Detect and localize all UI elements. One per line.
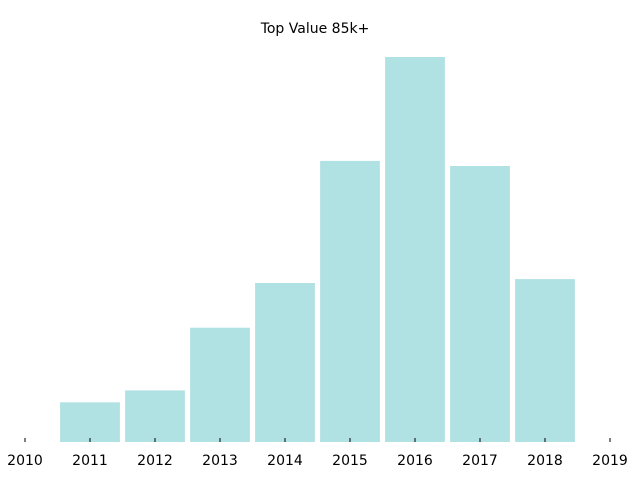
bars-group xyxy=(60,57,575,442)
x-tick-label-2019: 2019 xyxy=(592,453,628,469)
bar-2018 xyxy=(515,279,575,442)
x-tick-label-2017: 2017 xyxy=(462,453,498,469)
x-tick-label-2014: 2014 xyxy=(267,453,303,469)
chart-title: Top Value 85k+ xyxy=(260,21,370,37)
x-axis: 2010 2011 2012 2013 2014 2015 2016 2017 2018 2019 xyxy=(7,438,628,469)
x-tick-label-2015: 2015 xyxy=(332,453,368,469)
bar-2015 xyxy=(320,160,380,442)
bar-2016 xyxy=(385,57,445,442)
x-tick-label-2012: 2012 xyxy=(137,453,173,469)
bar-2017 xyxy=(450,166,510,442)
x-tick-label-2018: 2018 xyxy=(527,453,563,469)
x-tick-label-2016: 2016 xyxy=(397,453,433,469)
bar-2012 xyxy=(125,390,185,442)
bar-2011 xyxy=(60,402,120,442)
x-tick-label-2011: 2011 xyxy=(72,453,108,469)
bar-2014 xyxy=(255,283,315,442)
x-tick-label-2010: 2010 xyxy=(7,453,43,469)
x-tick-label-2013: 2013 xyxy=(202,453,238,469)
bar-2013 xyxy=(190,327,250,442)
